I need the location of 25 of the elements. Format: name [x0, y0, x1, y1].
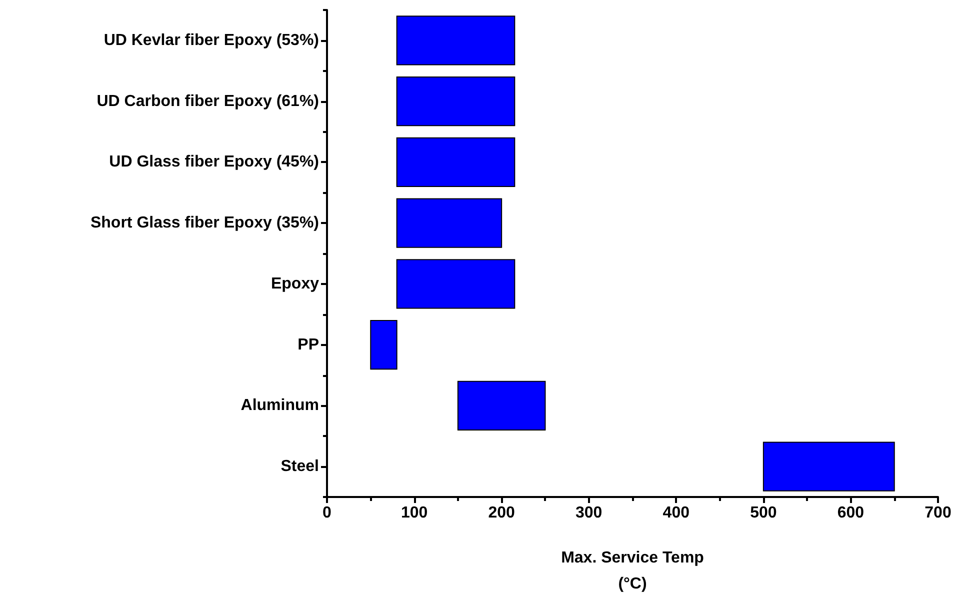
bar: [457, 380, 546, 431]
bar: [396, 198, 502, 248]
y-tick-label: UD Carbon fiber Epoxy (61%): [96, 92, 319, 110]
bar: [396, 259, 516, 309]
bar: [370, 320, 398, 370]
x-tick-label: 0: [322, 504, 332, 522]
x-tick-label: 100: [400, 504, 428, 522]
x-tick-label: 500: [750, 504, 777, 522]
x-tick-label: 700: [924, 504, 952, 522]
y-tick-label: Aluminum: [240, 397, 319, 414]
bar: [396, 16, 516, 66]
y-tick-label: UD Glass fiber Epoxy (45%): [109, 154, 319, 171]
bar: [396, 137, 516, 188]
bar: [762, 442, 895, 492]
y-tick-label: PP: [298, 336, 320, 354]
x-tick-label: 600: [837, 504, 864, 522]
x-axis-title: Max. Service Temp (°C): [561, 550, 704, 592]
y-tick-label: Epoxy: [270, 275, 320, 292]
x-tick-label: 300: [576, 504, 602, 522]
x-tick-label: 200: [488, 504, 516, 522]
y-tick-label: Short Glass fiber Epoxy (35%): [90, 214, 319, 232]
bar: [396, 76, 516, 126]
y-tick-label: Steel: [280, 458, 319, 476]
x-tick-label: 400: [662, 504, 690, 522]
y-tick-label: UD Kevlar fiber Epoxy (53%): [104, 32, 319, 49]
